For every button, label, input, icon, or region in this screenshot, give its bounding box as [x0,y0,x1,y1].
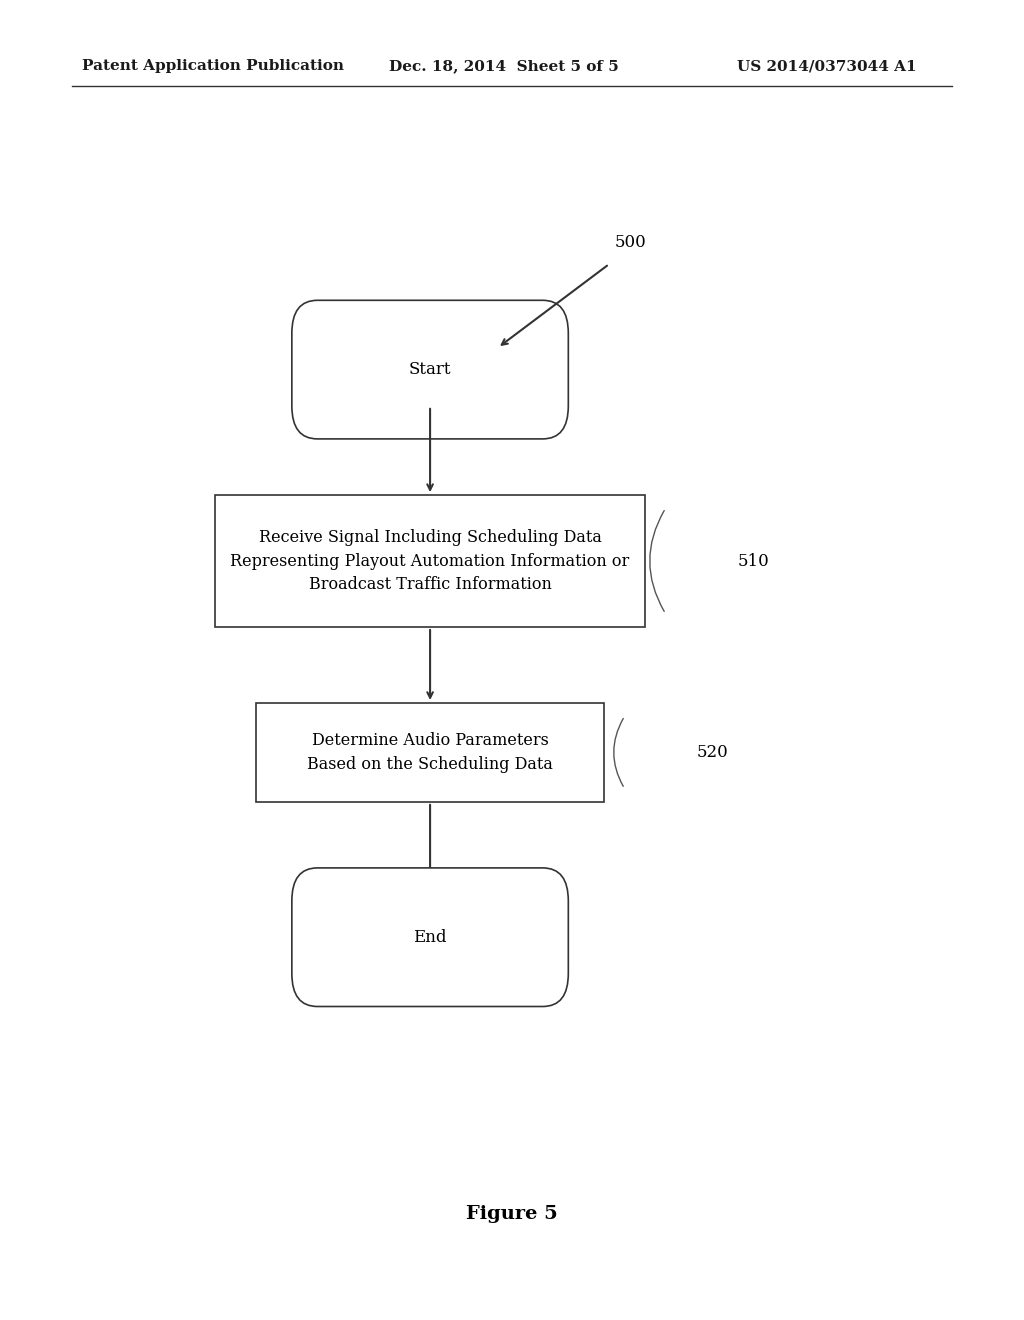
Text: US 2014/0373044 A1: US 2014/0373044 A1 [737,59,916,74]
Text: 520: 520 [696,744,728,760]
Text: End: End [414,929,446,945]
Text: Start: Start [409,362,452,378]
Text: 510: 510 [737,553,769,569]
FancyBboxPatch shape [256,702,604,801]
Text: Determine Audio Parameters
Based on the Scheduling Data: Determine Audio Parameters Based on the … [307,733,553,772]
Text: Figure 5: Figure 5 [466,1205,558,1224]
Text: Receive Signal Including Scheduling Data
Representing Playout Automation Informa: Receive Signal Including Scheduling Data… [230,529,630,593]
Text: 500: 500 [614,234,646,251]
Text: Patent Application Publication: Patent Application Publication [82,59,344,74]
FancyBboxPatch shape [292,301,568,438]
Text: Dec. 18, 2014  Sheet 5 of 5: Dec. 18, 2014 Sheet 5 of 5 [389,59,618,74]
FancyBboxPatch shape [292,869,568,1007]
FancyBboxPatch shape [215,495,645,627]
